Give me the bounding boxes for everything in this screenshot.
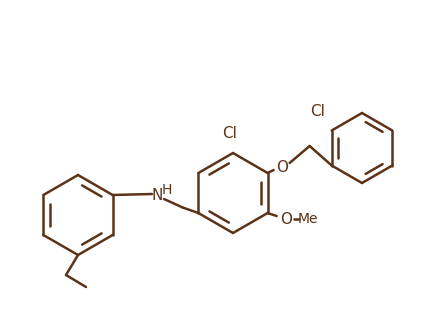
- Text: N: N: [151, 189, 162, 204]
- Text: Me: Me: [297, 212, 317, 226]
- Text: O: O: [279, 211, 291, 227]
- Text: Cl: Cl: [309, 104, 324, 118]
- Text: Cl: Cl: [222, 126, 237, 141]
- Text: O: O: [275, 161, 287, 175]
- Text: H: H: [161, 183, 172, 197]
